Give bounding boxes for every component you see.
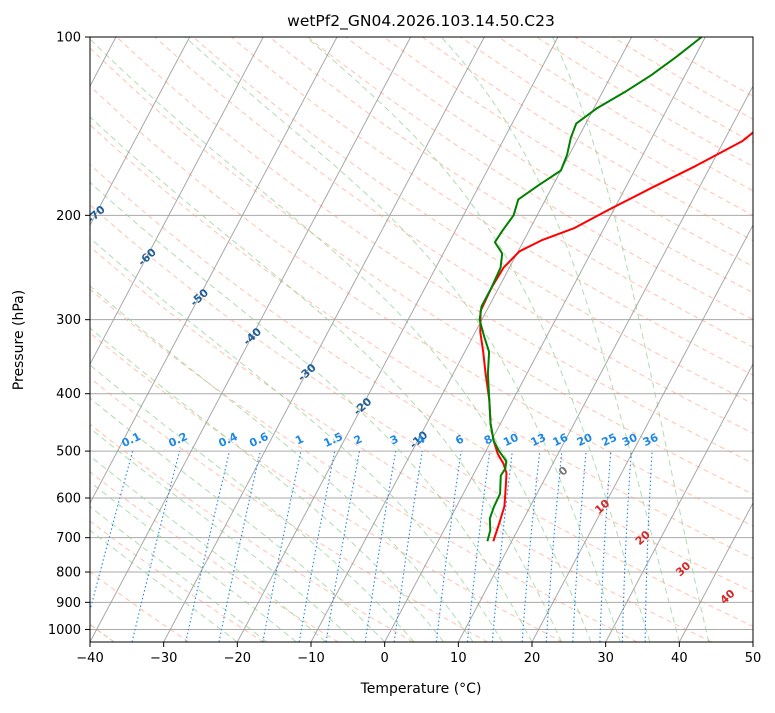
- x-tick-label: −40: [76, 651, 103, 666]
- x-axis-title: Temperature (°C): [360, 681, 482, 697]
- y-axis-title: Pressure (hPa): [11, 290, 27, 390]
- x-tick-label: −10: [297, 651, 324, 666]
- y-tick-label: 200: [56, 209, 81, 224]
- y-tick-label: 800: [56, 566, 81, 581]
- y-tick-label: 700: [56, 531, 81, 546]
- x-tick-label: 30: [597, 651, 614, 666]
- y-tick-label: 500: [56, 445, 81, 460]
- x-tick-label: 10: [450, 651, 467, 666]
- y-tick-label: 600: [56, 492, 81, 507]
- y-tick-label: 300: [56, 313, 81, 328]
- x-tick-label: 0: [381, 651, 389, 666]
- x-tick-label: 40: [671, 651, 688, 666]
- y-tick-label: 100: [56, 31, 81, 46]
- y-tick-label: 900: [56, 596, 81, 611]
- y-tick-label: 400: [56, 387, 81, 402]
- x-tick-label: −20: [224, 651, 251, 666]
- chart-title: wetPf2_GN04.2026.103.14.50.C23: [287, 12, 555, 31]
- y-tick-label: 1000: [48, 623, 81, 638]
- x-tick-label: −30: [150, 651, 177, 666]
- x-tick-label: 50: [745, 651, 762, 666]
- x-tick-label: 20: [524, 651, 541, 666]
